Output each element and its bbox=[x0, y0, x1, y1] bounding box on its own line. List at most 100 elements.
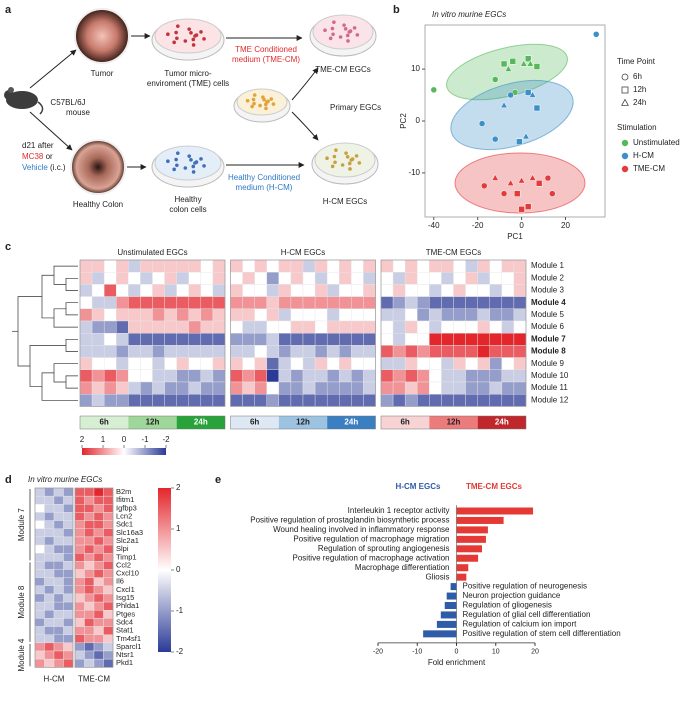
heatmap-cell bbox=[489, 272, 503, 285]
colorbar-label: 2 bbox=[80, 435, 85, 444]
heatmap-cell bbox=[84, 593, 95, 603]
heatmap-cell bbox=[103, 561, 114, 570]
time-bar bbox=[477, 416, 526, 429]
heatmap-cell bbox=[404, 381, 418, 395]
heatmap-cell bbox=[254, 345, 267, 358]
colorbar-label: -1 bbox=[141, 435, 149, 444]
heatmap-cell bbox=[152, 320, 165, 334]
heatmap-cell bbox=[339, 369, 352, 383]
gene-label: Ntsr1 bbox=[116, 650, 134, 659]
row-label: Module 5 bbox=[531, 310, 564, 319]
heatmap-cell bbox=[404, 320, 418, 334]
heatmap-cell bbox=[74, 528, 85, 538]
x-tick-label: -40 bbox=[428, 221, 440, 230]
category-label: Neuron projection guidance bbox=[463, 591, 561, 600]
heatmap-cell bbox=[91, 381, 105, 395]
x-tick-label: 20 bbox=[561, 221, 570, 230]
heatmap-cell bbox=[74, 650, 85, 660]
heatmap-cell bbox=[63, 520, 74, 529]
heatmap-cell bbox=[489, 308, 503, 322]
heatmap-cell bbox=[314, 259, 328, 273]
gene-label: Isg15 bbox=[116, 593, 134, 602]
cell-dot bbox=[266, 99, 270, 104]
gene-label: Cxcl1 bbox=[116, 585, 135, 594]
heatmap-cell bbox=[103, 487, 114, 497]
heatmap-cell bbox=[380, 369, 394, 383]
heatmap-cell bbox=[103, 642, 114, 652]
heatmap-cell bbox=[339, 296, 352, 310]
heatmap-cell bbox=[91, 369, 105, 383]
label: TME Conditioned bbox=[235, 45, 297, 54]
gene-label: Il6 bbox=[116, 577, 124, 586]
point bbox=[518, 205, 525, 213]
group-title: Unstimulated EGCs bbox=[117, 248, 187, 257]
heatmap-cell bbox=[351, 345, 364, 358]
heatmap-cell bbox=[339, 272, 352, 285]
category-label: Positive regulation of prostaglandin bio… bbox=[250, 516, 449, 525]
cell-dot bbox=[328, 36, 333, 41]
legend-label: 6h bbox=[633, 72, 642, 81]
label: MC38 bbox=[22, 152, 44, 161]
heatmap-cell bbox=[84, 650, 95, 660]
heatmap-cell bbox=[429, 369, 442, 383]
heatmap-cell bbox=[266, 381, 280, 395]
heatmap-cell bbox=[103, 284, 117, 297]
heatmap-cell bbox=[74, 658, 85, 668]
heatmap-frame bbox=[79, 259, 226, 407]
heatmap-cell bbox=[441, 394, 454, 407]
heatmap-cell bbox=[53, 569, 64, 578]
dendrogram bbox=[65, 375, 78, 389]
point bbox=[549, 190, 556, 197]
x-tick-label: -20 bbox=[373, 649, 383, 656]
heatmap-cell bbox=[93, 618, 104, 627]
bar bbox=[456, 573, 467, 581]
colorbar-label: -2 bbox=[162, 435, 170, 444]
heatmap-cell bbox=[290, 296, 304, 310]
heatmap-cell bbox=[254, 320, 267, 334]
heatmap-cell bbox=[152, 259, 165, 273]
heatmap-cell bbox=[254, 296, 267, 310]
heatmap-cell bbox=[351, 296, 364, 310]
gene-label: Slc2a1 bbox=[116, 536, 139, 545]
group-label: TME-CM bbox=[78, 674, 110, 683]
heatmap-cell bbox=[188, 308, 202, 322]
heatmap-cell bbox=[116, 259, 129, 273]
heatmap-cell bbox=[314, 381, 328, 395]
time-label: 6h bbox=[250, 418, 259, 427]
gene-label: Pkd1 bbox=[116, 658, 133, 667]
colorbar-label: -1 bbox=[176, 606, 184, 615]
cell-dot bbox=[252, 93, 257, 97]
heatmap-cell bbox=[74, 487, 85, 497]
legend-symbol bbox=[621, 165, 629, 173]
arrow bbox=[29, 111, 73, 151]
heatmap-cell bbox=[188, 333, 202, 346]
heatmap-cell bbox=[314, 333, 328, 346]
colorbar-label: 0 bbox=[122, 435, 127, 444]
heatmap-cell bbox=[128, 369, 141, 383]
heatmap-cell bbox=[302, 272, 316, 285]
heatmap-cell bbox=[53, 650, 64, 660]
heatmap-cell bbox=[164, 308, 177, 322]
heatmap-cell bbox=[91, 357, 105, 371]
time-bar bbox=[381, 416, 430, 429]
legend-symbol bbox=[621, 152, 629, 160]
heatmap-cell bbox=[501, 333, 515, 346]
heatmap-cell bbox=[53, 528, 64, 538]
point bbox=[478, 120, 486, 127]
heatmap-cell bbox=[200, 394, 214, 407]
cell-dot bbox=[345, 33, 350, 38]
point bbox=[491, 135, 499, 143]
dendrogram bbox=[29, 345, 66, 387]
panel-label: c bbox=[5, 241, 11, 253]
dish bbox=[154, 18, 222, 54]
label: H-CM EGCs bbox=[323, 197, 367, 206]
gene-label: Slc16a3 bbox=[116, 528, 143, 537]
heatmap-cell bbox=[84, 569, 95, 578]
x-tick-label: 20 bbox=[531, 649, 539, 656]
heatmap-cell bbox=[230, 284, 243, 297]
heatmap-cell bbox=[93, 544, 104, 554]
label: Healthy Colon bbox=[73, 200, 123, 209]
heatmap-cell bbox=[79, 369, 93, 383]
heatmap-cell bbox=[63, 495, 74, 505]
heatmap-cell bbox=[242, 272, 255, 285]
